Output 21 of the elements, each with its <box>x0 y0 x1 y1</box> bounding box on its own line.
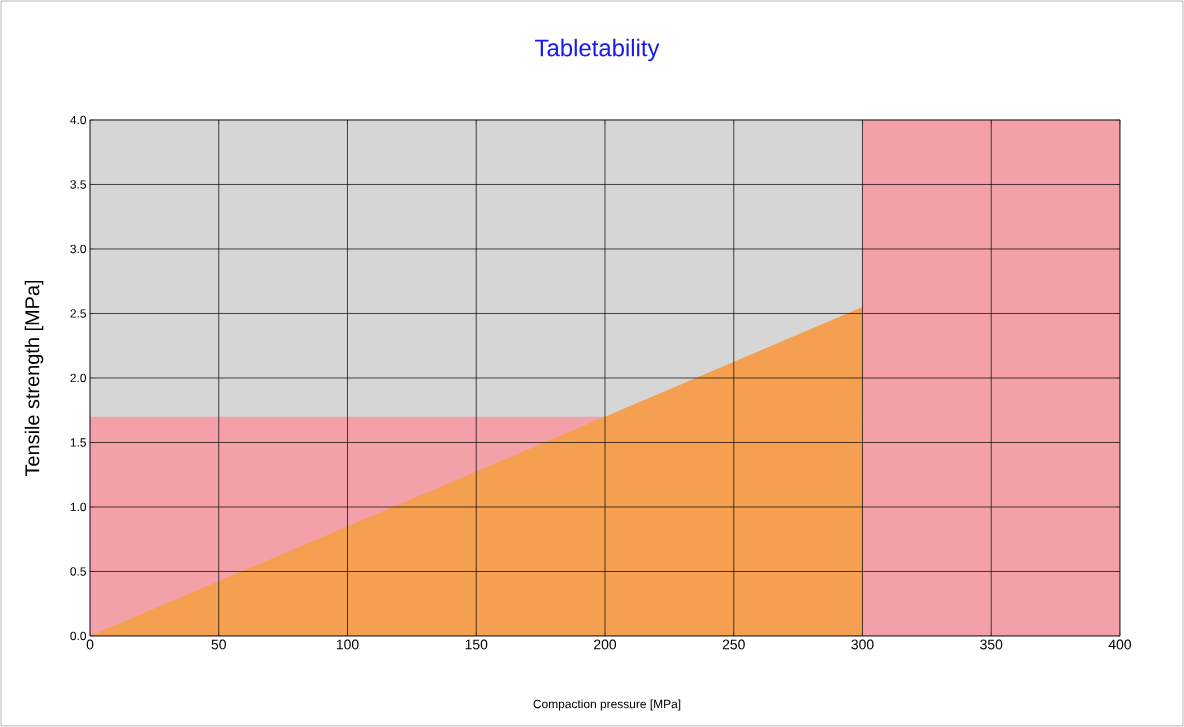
x-axis-title: Compaction pressure [MPa] <box>533 699 681 711</box>
y-tick-label: 3.5 <box>70 180 86 189</box>
y-tick-label: 2.5 <box>70 309 86 318</box>
x-tick-label: 350 <box>980 639 1003 650</box>
x-tick-label: 400 <box>1108 639 1132 650</box>
y-tick-label: 1.5 <box>70 438 86 447</box>
y-tick-label: 0.0 <box>70 631 87 641</box>
chart-title: Tabletability <box>535 38 660 62</box>
x-tick-label: 200 <box>594 639 617 650</box>
y-tick-label: 0.5 <box>70 567 86 576</box>
x-tick-label: 150 <box>465 639 488 650</box>
y-tick-label: 1.0 <box>70 502 87 512</box>
y-tick-label: 2.0 <box>70 373 87 383</box>
x-tick-label: 250 <box>722 639 745 650</box>
x-tick-label: 300 <box>851 639 874 650</box>
x-tick-label: 0 <box>86 639 94 650</box>
y-tick-label: 3.0 <box>70 244 87 254</box>
y-axis-title: Tensile strength [MPa] <box>24 280 44 477</box>
x-tick-label: 50 <box>211 639 226 650</box>
y-tick-label: 4.0 <box>70 115 87 125</box>
x-tick-label: 100 <box>336 639 359 650</box>
